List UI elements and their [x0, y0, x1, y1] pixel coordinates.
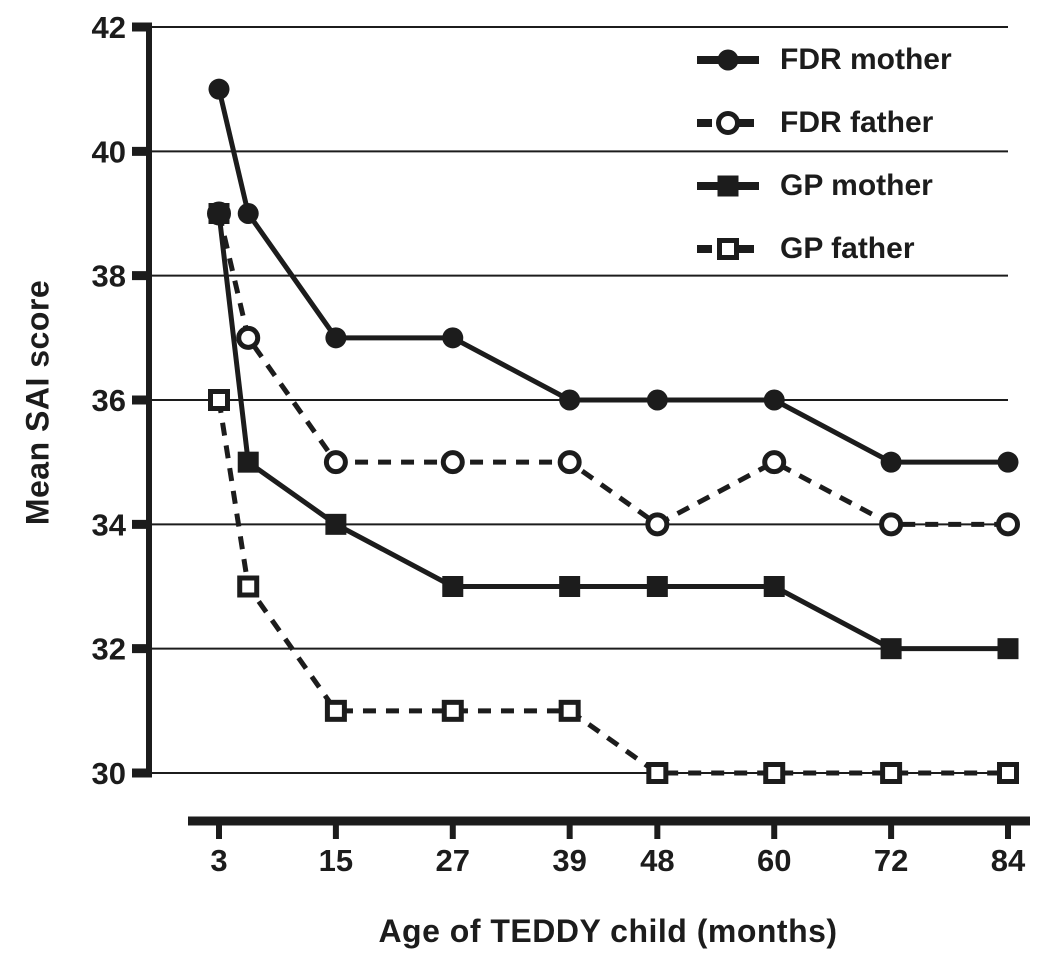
legend-label-fdr-mother: FDR mother [780, 42, 952, 76]
svg-text:32: 32 [92, 632, 126, 667]
svg-text:48: 48 [640, 843, 674, 878]
legend-item-fdr-father: FDR father [696, 91, 952, 154]
y-axis-title: Mean SAI score [19, 279, 56, 526]
legend-label-gp-mother: GP mother [780, 168, 933, 202]
legend-label-gp-father: GP father [780, 231, 915, 265]
svg-text:40: 40 [92, 134, 126, 169]
legend-label-fdr-father: FDR father [780, 105, 934, 139]
legend-item-fdr-mother: FDR mother [696, 28, 952, 91]
open-square-icon [697, 237, 759, 260]
svg-text:72: 72 [874, 843, 908, 878]
svg-text:39: 39 [552, 843, 586, 878]
svg-text:34: 34 [92, 507, 127, 542]
svg-text:84: 84 [991, 843, 1026, 878]
x-axis-title: Age of TEDDY child (months) [378, 913, 838, 949]
filled-circle-icon [697, 49, 759, 70]
svg-text:42: 42 [92, 10, 126, 45]
svg-text:38: 38 [92, 259, 126, 294]
open-circle-icon [697, 110, 759, 135]
svg-text:36: 36 [92, 383, 126, 418]
svg-text:15: 15 [319, 843, 353, 878]
legend-item-gp-father: GP father [696, 217, 952, 280]
filled-square-icon [697, 175, 759, 196]
svg-text:27: 27 [436, 843, 470, 878]
legend: FDR mother FDR father GP mother GP fathe… [696, 28, 952, 280]
legend-item-gp-mother: GP mother [696, 154, 952, 217]
svg-text:60: 60 [757, 843, 791, 878]
svg-text:3: 3 [210, 843, 227, 878]
svg-text:30: 30 [92, 756, 126, 791]
